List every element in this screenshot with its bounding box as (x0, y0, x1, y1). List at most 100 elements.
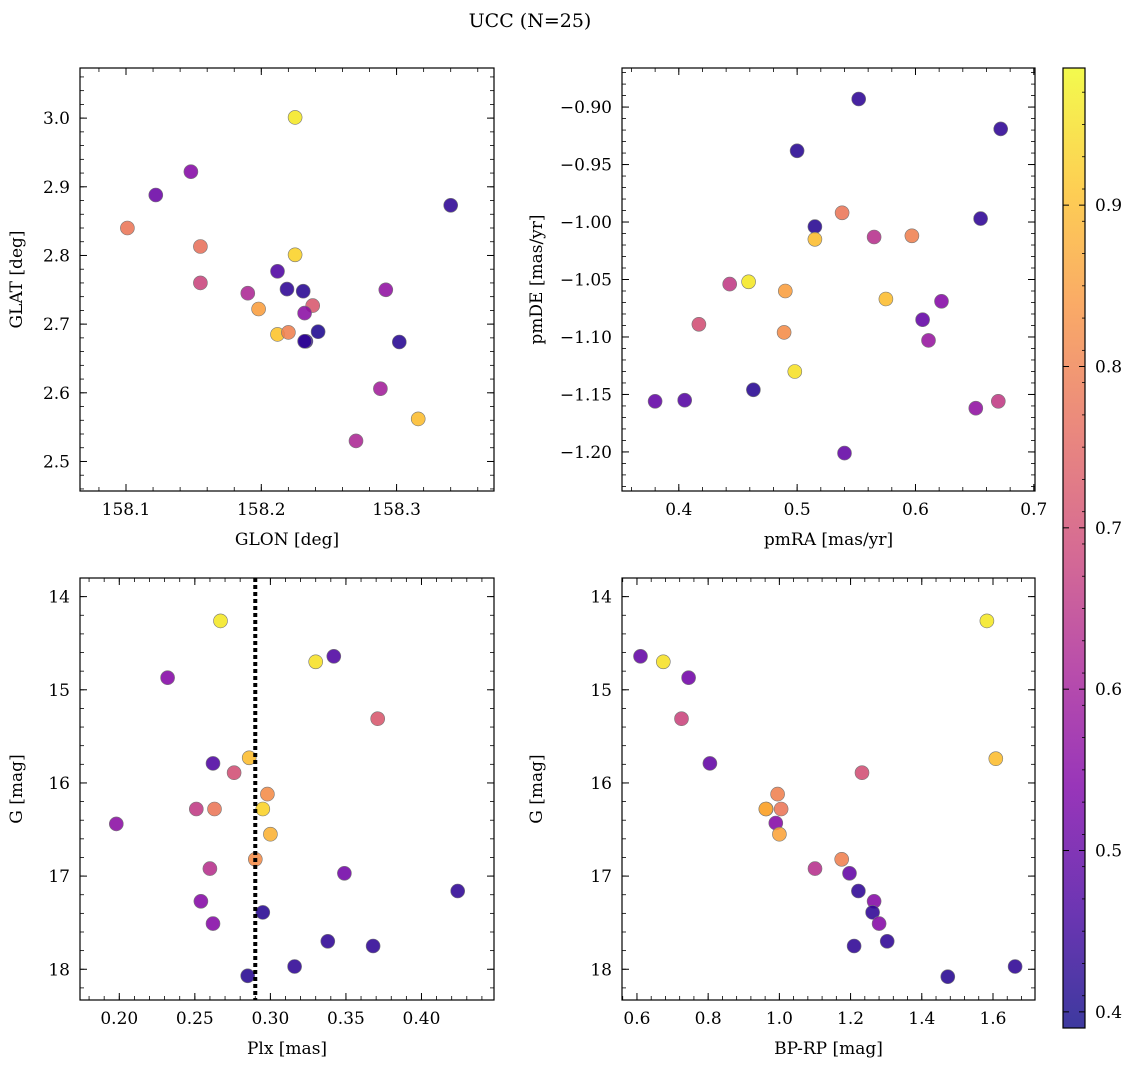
data-point (846, 938, 862, 954)
x-tick-label: 0.25 (176, 1009, 214, 1029)
ticks: 158.1 158.2 158.3 2.5 2.6 2.7 2.8 2.9 3.0 (43, 68, 494, 520)
colorbar-tick-label: 0.6 (1095, 680, 1122, 700)
data-point (255, 801, 271, 817)
data-point (310, 324, 326, 340)
data-point (281, 325, 296, 340)
data-point (365, 938, 381, 954)
data-point (758, 801, 774, 817)
y-tick-label: −0.90 (560, 98, 612, 118)
data-point (207, 801, 222, 817)
data-point (287, 959, 302, 974)
data-point (993, 121, 1009, 137)
data-point (255, 905, 271, 920)
y-tick-label: −1.05 (560, 271, 612, 291)
data-point (270, 263, 285, 279)
data-point (879, 933, 895, 949)
data-point (633, 648, 648, 664)
data-point (702, 756, 718, 771)
data-point (240, 968, 255, 984)
data-point (807, 861, 823, 876)
data-point (183, 164, 199, 179)
y-tick-label: −1.15 (560, 385, 612, 405)
colorbar: 0.4 0.5 0.6 0.7 0.8 0.9 (1062, 67, 1122, 1029)
data-point (202, 861, 218, 876)
data-points (633, 613, 1023, 985)
data-points (109, 613, 466, 984)
data-point (866, 229, 882, 245)
x-tick-label: 0.30 (251, 1009, 289, 1029)
data-point (287, 110, 303, 125)
data-point (109, 816, 124, 832)
y-tick-label: 16 (48, 774, 70, 794)
data-point (410, 411, 426, 427)
data-point (391, 334, 407, 350)
data-point (777, 283, 793, 299)
x-axis-label: GLON [deg] (235, 530, 339, 550)
data-point (865, 905, 880, 920)
data-point (990, 393, 1006, 409)
data-point (973, 211, 988, 226)
data-point (279, 281, 295, 297)
y-tick-label: −0.95 (560, 156, 612, 176)
colorbar-tick-label: 0.5 (1095, 842, 1122, 862)
data-point (677, 392, 693, 408)
y-tick-label: −1.10 (560, 328, 612, 348)
x-axis-label: pmRA [mas/yr] (764, 530, 893, 550)
y-tick-label: 16 (590, 774, 612, 794)
y-tick-label: 18 (590, 960, 612, 980)
data-point (297, 333, 312, 349)
colorbar-tick-label: 0.9 (1095, 196, 1122, 216)
data-point (878, 291, 894, 307)
x-tick-label: 0.20 (100, 1009, 138, 1029)
data-point (297, 305, 312, 321)
data-point (968, 400, 984, 416)
ticks: 0.6 0.8 1.0 1.2 1.4 1.6 14 15 16 17 18 (590, 577, 1035, 1029)
ticks: 0.20 0.25 0.30 0.35 0.40 14 15 16 17 18 (48, 577, 494, 1029)
data-point (871, 916, 887, 931)
x-axis-label: Plx [mas] (247, 1039, 327, 1059)
figure-title: UCC (N=25) (469, 10, 592, 32)
data-point (1007, 959, 1023, 974)
data-point (776, 325, 792, 340)
data-point (921, 333, 936, 348)
data-point (834, 851, 850, 867)
data-point (854, 765, 870, 781)
data-point (120, 220, 135, 236)
data-point (337, 865, 352, 881)
data-point (205, 756, 221, 771)
data-point (837, 445, 852, 461)
data-point (741, 274, 756, 290)
data-point (691, 316, 707, 332)
y-tick-label: 2.8 (43, 246, 70, 266)
data-point (370, 711, 386, 727)
data-point (770, 786, 785, 802)
data-point (213, 613, 228, 629)
data-point (189, 801, 204, 817)
data-point (148, 187, 164, 203)
y-axis-label: pmDE [mas/yr] (527, 214, 547, 344)
y-axis-label: G [mag] (527, 754, 547, 823)
x-tick-label: 0.5 (784, 500, 811, 520)
x-tick-label: 158.3 (372, 500, 421, 520)
data-point (807, 232, 823, 247)
scatter-panel-2: 0.4 0.5 0.6 0.7 −1.20 −1.15 −1.10 −1.05 −1.00 −0.… (527, 67, 1047, 550)
y-tick-label: 14 (48, 588, 70, 608)
scatter-panel-3: 0.20 0.25 0.30 0.35 0.40 14 15 16 17 18 Plx [mas] G… (7, 577, 495, 1059)
data-point (681, 670, 696, 686)
y-tick-label: 18 (48, 960, 70, 980)
data-point (789, 143, 805, 159)
colorbar-tick-label: 0.4 (1095, 1003, 1122, 1023)
data-point (295, 283, 311, 299)
y-tick-label: 17 (48, 867, 70, 887)
data-point (988, 751, 1004, 767)
y-tick-label: 14 (590, 588, 612, 608)
data-point (193, 275, 208, 291)
data-points (120, 110, 459, 449)
data-point (746, 382, 761, 398)
data-point (241, 750, 257, 766)
x-tick-label: 0.35 (327, 1009, 365, 1029)
data-point (193, 893, 209, 909)
x-tick-label: 0.40 (403, 1009, 441, 1029)
data-point (205, 916, 221, 931)
colorbar-tick-label: 0.8 (1095, 357, 1122, 377)
